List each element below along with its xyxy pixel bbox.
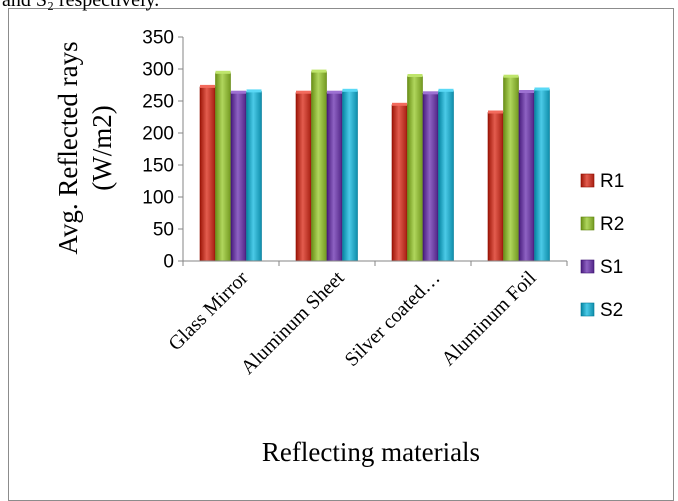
bar-cap-r2-3 xyxy=(407,74,423,77)
bar-cap-s1-4 xyxy=(519,90,534,93)
bars-layer xyxy=(199,69,550,262)
y-tick-label: 350 xyxy=(142,28,174,49)
bar-s2-4 xyxy=(534,89,550,262)
legend-swatch-s2 xyxy=(580,302,595,317)
bar-r2-3 xyxy=(407,75,423,262)
bar-r2-2 xyxy=(311,71,327,262)
header-fragment-text: and S₂ respectively. xyxy=(2,0,159,11)
bar-cap-r1-3 xyxy=(392,102,407,106)
bar-r1-4 xyxy=(487,112,504,262)
bar-cap-s2-3 xyxy=(438,88,454,92)
y-tick-label: 300 xyxy=(142,60,174,81)
bar-cap-r2-2 xyxy=(311,69,327,73)
bar-s1-2 xyxy=(326,92,343,262)
bar-s2-3 xyxy=(438,90,454,262)
legend-label-s2: S2 xyxy=(600,300,623,321)
bar-r2-1 xyxy=(215,72,231,262)
legend-swatch-r2 xyxy=(580,216,595,231)
bar-cap-s1-1 xyxy=(231,90,246,94)
legend-label-s1: S1 xyxy=(600,257,623,278)
bar-s2-2 xyxy=(342,90,358,262)
bar-r1-2 xyxy=(295,92,312,262)
bar-cap-s2-4 xyxy=(534,87,550,91)
y-axis-title-line-2: (W/m2) xyxy=(87,105,117,190)
legend-swatch-s1 xyxy=(580,259,595,274)
bar-cap-s1-2 xyxy=(327,90,342,94)
bar-cap-r1-2 xyxy=(296,90,311,94)
y-tick-label: 250 xyxy=(142,92,174,113)
bar-cap-r2-1 xyxy=(215,70,231,74)
bar-cap-s2-2 xyxy=(342,88,358,92)
bar-s1-3 xyxy=(422,93,439,262)
legend: R1 R2 S1 S2 xyxy=(580,171,624,321)
bar-r1-3 xyxy=(391,104,408,262)
y-tick-label: 100 xyxy=(142,188,174,209)
y-tick-label: 150 xyxy=(142,156,174,177)
legend-swatch-r1 xyxy=(580,173,595,188)
bar-cap-s2-1 xyxy=(246,89,262,93)
y-tick-label: 50 xyxy=(153,220,174,241)
x-axis-title: Reflecting materials xyxy=(262,437,480,467)
bar-s1-4 xyxy=(518,91,535,262)
y-axis-title-line-1: Avg. Reflected rays xyxy=(53,41,83,254)
bar-r2-4 xyxy=(503,76,519,262)
bar-cap-s1-3 xyxy=(423,91,438,95)
y-tick-label: 200 xyxy=(142,124,174,145)
y-tick-label: 0 xyxy=(163,252,174,273)
bar-cap-r1-1 xyxy=(200,84,215,88)
bar-cap-r2-4 xyxy=(503,74,519,78)
bar-s1-1 xyxy=(230,92,247,262)
ticks-layer: 0 50 100 150 200 250 300 350 xyxy=(142,28,568,273)
bar-cap-r1-4 xyxy=(488,110,503,114)
bar-r1-1 xyxy=(199,86,216,262)
legend-label-r2: R2 xyxy=(600,214,624,235)
bar-s2-1 xyxy=(246,91,262,262)
legend-label-r1: R1 xyxy=(600,171,624,192)
